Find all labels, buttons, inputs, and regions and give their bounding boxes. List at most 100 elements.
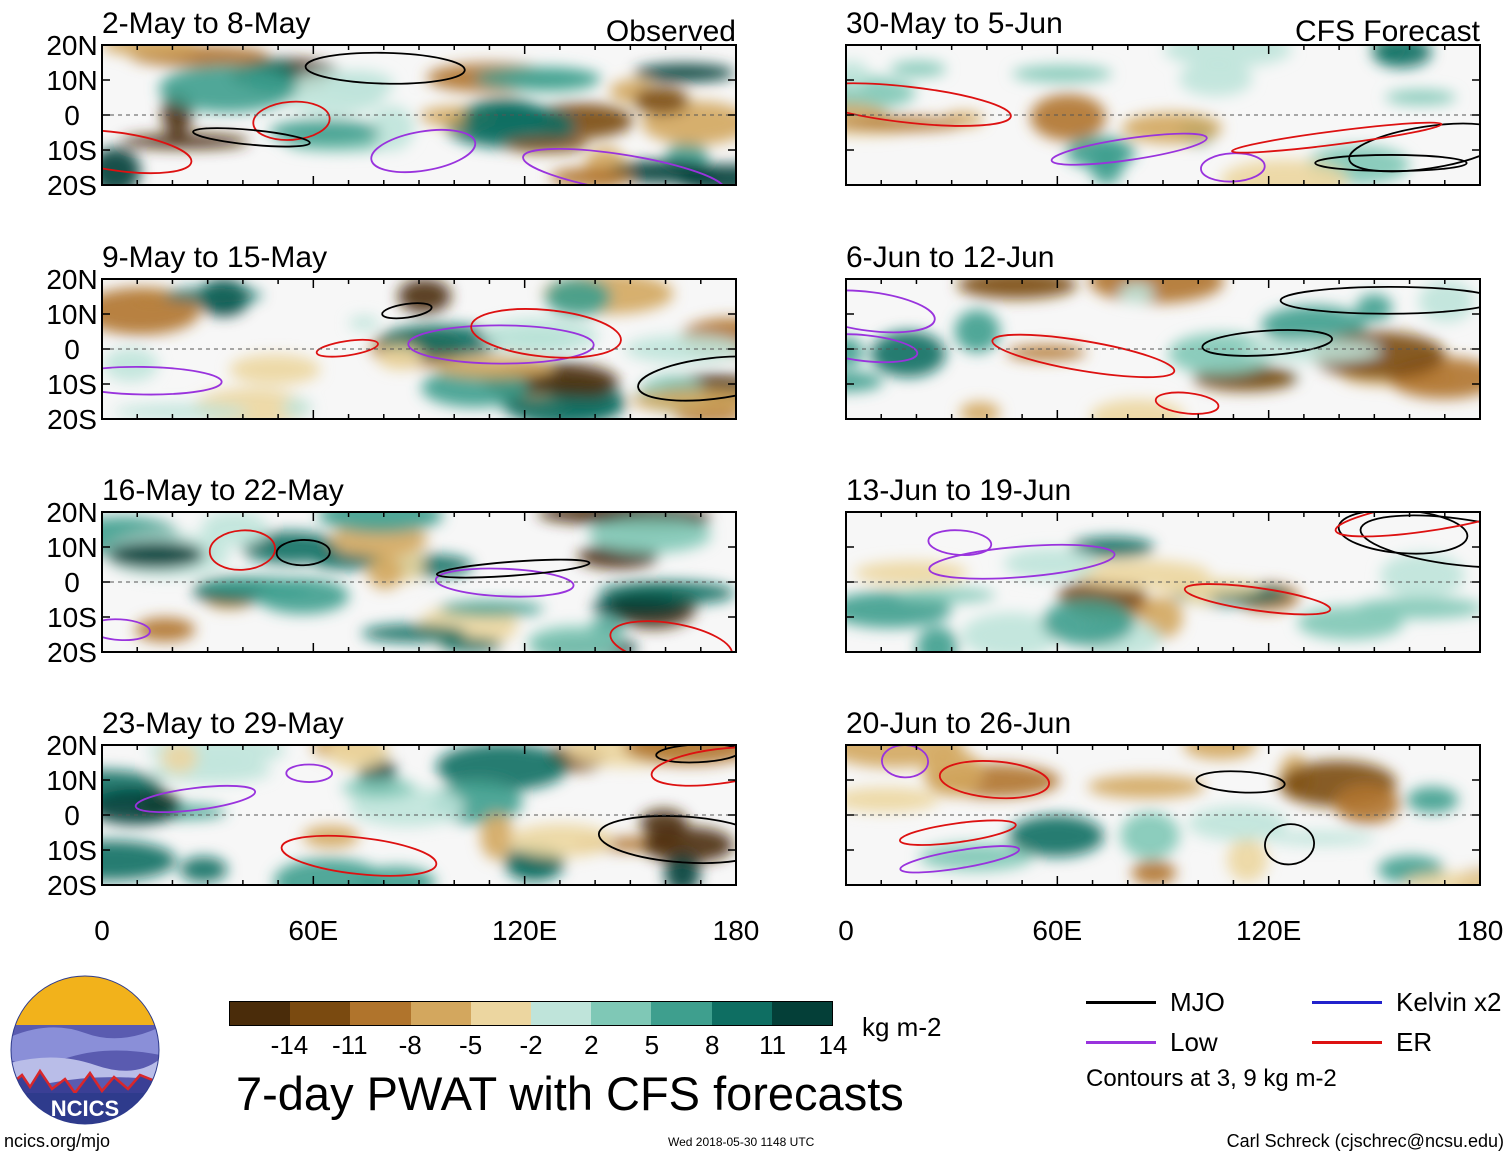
colorbar-tick-label: -2	[519, 1030, 543, 1060]
anomaly-shading	[102, 45, 736, 185]
colorbar-swatch	[410, 1002, 471, 1025]
x-tick-label: 180	[713, 915, 760, 946]
y-tick-label: 20S	[47, 170, 97, 201]
legend-item-kelvin: Kelvin x2	[1312, 985, 1502, 1019]
legend-item-low: Low	[1086, 1025, 1218, 1059]
y-tick-label: 20N	[46, 30, 97, 61]
y-tick-label: 20S	[47, 637, 97, 668]
panel-title: 16-May to 22-May	[102, 474, 344, 507]
anomaly-shading	[102, 745, 736, 885]
y-tick-label: 10S	[47, 369, 97, 400]
panel-title: 20-Jun to 26-Jun	[846, 707, 1071, 740]
legend-swatch-low	[1086, 1040, 1156, 1044]
footer-link[interactable]: ncics.org/mjo	[4, 1131, 111, 1151]
y-tick-label: 20N	[46, 497, 97, 528]
x-tick-label: 60E	[288, 915, 338, 946]
colorbar-tick-label: 8	[704, 1030, 720, 1060]
colorbar-swatch	[350, 1002, 411, 1025]
legend-item-mjo: MJO	[1086, 985, 1225, 1019]
colorbar-tick-label: 5	[644, 1030, 660, 1060]
legend-swatch-kelvin	[1312, 1000, 1382, 1004]
legend-note: Contours at 3, 9 kg m-2	[1086, 1065, 1337, 1092]
y-tick-label: 10N	[46, 65, 97, 96]
y-tick-label: 20S	[47, 870, 97, 901]
x-tick-label: 60E	[1032, 915, 1082, 946]
x-tick-label: 0	[94, 915, 110, 946]
colorbar-swatch	[290, 1002, 351, 1025]
wave-contours	[846, 285, 1480, 415]
y-tick-label: 20S	[47, 404, 97, 435]
panel: 30-May to 5-Jun CFS Forecast	[845, 7, 1481, 186]
wave-contours	[881, 745, 1315, 874]
panel-title: 2-May to 8-May	[102, 7, 310, 40]
y-tick-label: 20N	[46, 730, 97, 761]
y-tick-label: 0	[64, 100, 80, 131]
colorbar-tick-label: -14	[270, 1030, 309, 1060]
y-tick-label: 0	[64, 567, 80, 598]
anomaly-shading	[846, 536, 1480, 652]
panel-title: 9-May to 15-May	[102, 241, 327, 274]
wave-contours	[102, 302, 736, 402]
x-tick-label: 120E	[492, 915, 557, 946]
x-tick-label: 0	[838, 915, 854, 946]
panel-title: 6-Jun to 12-Jun	[846, 241, 1054, 274]
y-tick-label: 0	[64, 800, 80, 831]
colorbar-tick-labels: -14 -11 -8 -5 -2 2 5 8 11 14	[229, 1030, 848, 1060]
colorbar-swatch	[230, 1002, 291, 1025]
colorbar-swatch	[711, 1002, 772, 1025]
y-tick-label: 10S	[47, 835, 97, 866]
colorbar-swatch	[771, 1002, 833, 1025]
colorbar-swatch	[591, 1002, 652, 1025]
legend-item-er: ER	[1312, 1025, 1432, 1059]
legend-label-er: ER	[1396, 1026, 1433, 1057]
y-tick-label: 10S	[47, 602, 97, 633]
colorbar-tick-label: 2	[584, 1030, 599, 1060]
colorbar-tick-label: -5	[459, 1030, 483, 1060]
colorbar-tick-label: -8	[398, 1030, 422, 1060]
legend-label-kelvin: Kelvin x2	[1396, 986, 1502, 1017]
anomaly-shading	[846, 279, 1480, 419]
ncics-logo: NCICS	[10, 975, 160, 1125]
panel-title: 23-May to 29-May	[102, 707, 344, 740]
y-tick-label: 10N	[46, 299, 97, 330]
wave-contours	[846, 82, 1480, 183]
x-tick-label: 120E	[1236, 915, 1301, 946]
colorbar-swatch	[651, 1002, 712, 1025]
y-tick-label: 20N	[46, 264, 97, 295]
y-tick-label: 10S	[47, 135, 97, 166]
legend-swatch-mjo	[1086, 1000, 1156, 1004]
wave-contours	[102, 51, 726, 185]
colorbar-tick-label: 14	[818, 1030, 848, 1060]
legend-label-low: Low	[1170, 1026, 1218, 1057]
legend-swatch-er	[1312, 1040, 1382, 1044]
colorbar	[229, 1001, 833, 1026]
wave-contours	[134, 745, 736, 877]
colorbar-swatch	[531, 1002, 592, 1025]
logo-text: NCICS	[51, 1096, 119, 1121]
panel-title: 13-Jun to 19-Jun	[846, 474, 1071, 507]
colorbar-swatch	[470, 1002, 532, 1025]
y-tick-label: 0	[64, 334, 80, 365]
column-label: CFS Forecast	[1295, 15, 1481, 48]
panel: 13-Jun to 19-Jun	[845, 474, 1481, 653]
footer-author: Carl Schreck (cjschrec@ncsu.edu)	[1226, 1131, 1504, 1151]
y-tick-label: 10N	[46, 532, 97, 563]
colorbar-units: kg m-2	[862, 1012, 942, 1042]
main-title: 7-day PWAT with CFS forecasts	[236, 1067, 904, 1120]
wave-contours	[102, 529, 733, 652]
pwat-panels: 2-May to 8-May Observed20N10N010S20S9-May…	[46, 7, 1504, 946]
colorbar-tick-label: 11	[759, 1030, 787, 1060]
legend: MJO Kelvin x2 Low ER Contours at 3, 9 kg…	[1086, 985, 1506, 1092]
wave-contours	[927, 512, 1480, 616]
x-tick-label: 180	[1457, 915, 1504, 946]
y-tick-label: 10N	[46, 765, 97, 796]
panel: 6-Jun to 12-Jun	[845, 241, 1481, 420]
panel: 2-May to 8-May Observed 20N 10N 0 10S 20S	[46, 7, 737, 201]
legend-label-mjo: MJO	[1170, 986, 1225, 1017]
colorbar-tick-label: -11	[331, 1030, 368, 1060]
panel: 20-Jun to 26-Jun 0 60E 120E 180	[838, 707, 1504, 946]
footer-timestamp: Wed 2018-05-30 1148 UTC	[668, 1135, 815, 1149]
